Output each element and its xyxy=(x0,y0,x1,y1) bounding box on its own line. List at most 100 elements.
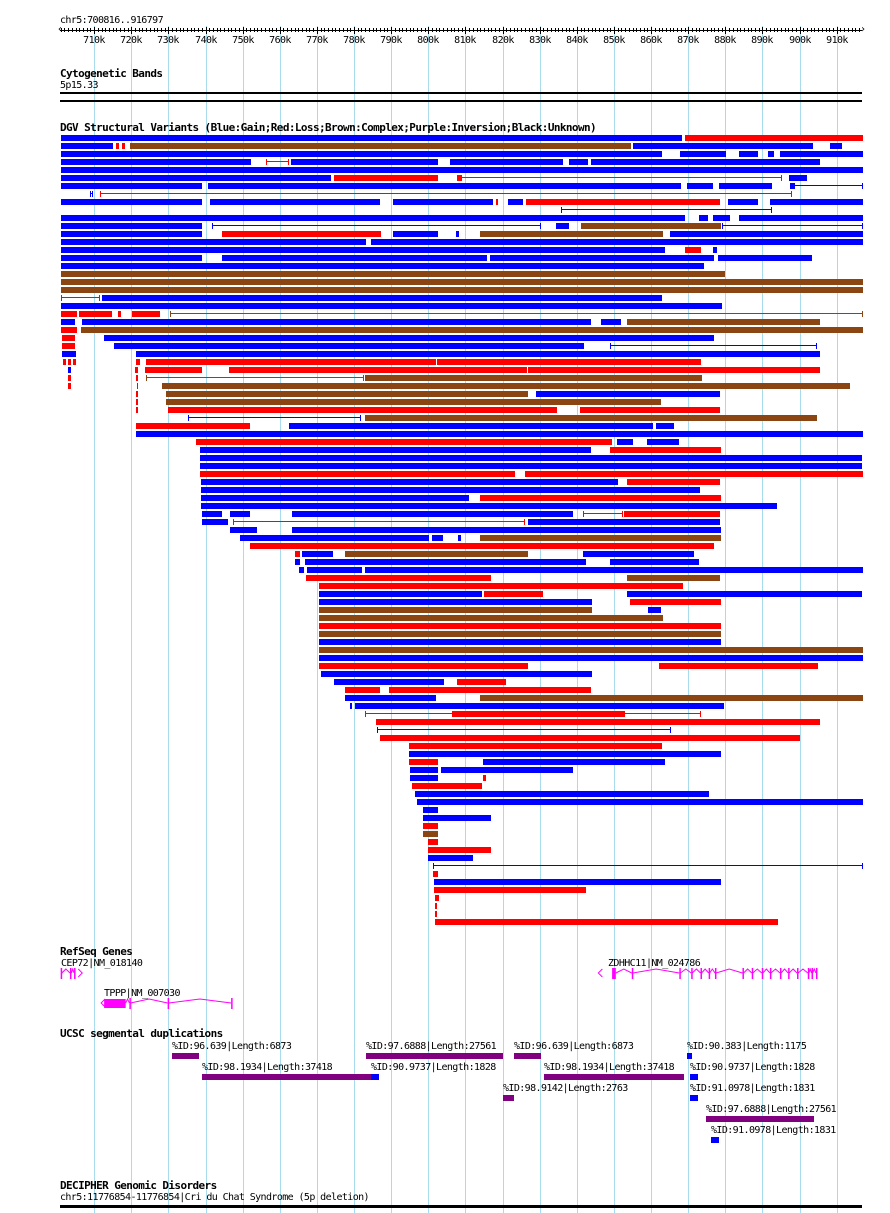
dgv-gain-variant[interactable] xyxy=(292,527,721,533)
dgv-gain-variant[interactable] xyxy=(222,255,487,261)
dgv-loss-variant[interactable] xyxy=(196,439,612,445)
dgv-gain-variant[interactable] xyxy=(569,159,588,165)
dgv-loss-variant[interactable] xyxy=(136,359,140,365)
dgv-gain-variant[interactable] xyxy=(201,479,618,485)
dgv-gain-variant[interactable] xyxy=(410,775,438,781)
segdup-feature[interactable] xyxy=(690,1074,698,1080)
dgv-loss-variant[interactable] xyxy=(68,375,71,381)
dgv-complex-variant[interactable] xyxy=(61,287,863,293)
dgv-gain-variant[interactable] xyxy=(289,423,653,429)
dgv-loss-variant[interactable] xyxy=(61,327,77,333)
dgv-gain-variant[interactable] xyxy=(633,143,813,149)
dgv-gain-variant[interactable] xyxy=(508,199,523,205)
gene-model-zdhhc11[interactable] xyxy=(0,968,890,982)
dgv-gain-variant[interactable] xyxy=(201,495,469,501)
cytoband-track-title[interactable]: Cytogenetic Bands xyxy=(60,67,163,80)
dgv-complex-variant[interactable] xyxy=(81,327,863,333)
dgv-loss-variant[interactable] xyxy=(145,367,202,373)
dgv-gain-variant[interactable] xyxy=(536,391,720,397)
dgv-loss-variant[interactable] xyxy=(135,367,138,373)
dgv-loss-variant[interactable] xyxy=(624,511,720,517)
dgv-loss-variant[interactable] xyxy=(62,335,75,341)
dgv-gain-variant[interactable] xyxy=(230,527,257,533)
dgv-loss-variant[interactable] xyxy=(233,521,525,522)
dgv-gain-variant[interactable] xyxy=(627,591,862,597)
dgv-gain-variant[interactable] xyxy=(428,855,473,861)
dgv-gain-variant[interactable] xyxy=(780,151,863,157)
dgv-gain-variant[interactable] xyxy=(188,417,361,418)
dgv-gain-variant[interactable] xyxy=(355,703,724,709)
dgv-gain-variant[interactable] xyxy=(200,455,862,461)
dgv-loss-variant[interactable] xyxy=(437,359,701,365)
dgv-loss-variant[interactable] xyxy=(409,759,438,765)
segdup-feature[interactable] xyxy=(514,1053,541,1059)
dgv-complex-variant[interactable] xyxy=(319,647,863,653)
dgv-gain-variant[interactable] xyxy=(212,225,541,226)
dgv-gain-variant[interactable] xyxy=(483,759,665,765)
dgv-loss-variant[interactable] xyxy=(319,623,721,629)
dgv-complex-variant[interactable] xyxy=(480,231,663,237)
dgv-loss-variant[interactable] xyxy=(136,399,138,405)
dgv-gain-variant[interactable] xyxy=(210,199,380,205)
dgv-gain-variant[interactable] xyxy=(68,367,71,373)
dgv-gain-variant[interactable] xyxy=(61,175,331,181)
dgv-complex-variant[interactable] xyxy=(365,415,817,421)
dgv-gain-variant[interactable] xyxy=(409,751,721,757)
dgv-gain-variant[interactable] xyxy=(617,439,633,445)
dgv-gain-variant[interactable] xyxy=(490,255,714,261)
dgv-loss-variant[interactable] xyxy=(528,367,820,373)
dgv-complex-variant[interactable] xyxy=(423,831,438,837)
dgv-loss-variant[interactable] xyxy=(452,711,625,717)
dgv-gain-variant[interactable] xyxy=(136,351,820,357)
dgv-complex-variant[interactable] xyxy=(162,383,850,389)
dgv-gain-variant[interactable] xyxy=(302,551,333,557)
dgv-gain-variant[interactable] xyxy=(610,559,699,565)
dgv-gain-variant[interactable] xyxy=(718,255,812,261)
dgv-gain-variant[interactable] xyxy=(830,143,842,149)
dgv-gain-variant[interactable] xyxy=(61,199,202,205)
segdup-track-title[interactable]: UCSC segmental duplications xyxy=(60,1027,223,1040)
dgv-gain-variant[interactable] xyxy=(770,199,863,205)
dgv-loss-variant[interactable] xyxy=(423,823,438,829)
dgv-gain-variant[interactable] xyxy=(61,215,685,221)
dgv-loss-variant[interactable] xyxy=(526,199,720,205)
dgv-gain-variant[interactable] xyxy=(82,319,591,325)
dgv-gain-variant[interactable] xyxy=(201,487,700,493)
dgv-loss-variant[interactable] xyxy=(118,311,121,317)
dgv-gain-variant[interactable] xyxy=(561,209,772,210)
dgv-gain-variant[interactable] xyxy=(790,183,794,189)
dgv-gain-variant[interactable] xyxy=(319,639,721,645)
dgv-gain-variant[interactable] xyxy=(61,263,704,269)
dgv-loss-variant[interactable] xyxy=(79,311,112,317)
dgv-gain-variant[interactable] xyxy=(739,151,758,157)
dgv-complex-variant[interactable] xyxy=(319,607,592,613)
dgv-gain-variant[interactable] xyxy=(739,215,863,221)
dgv-gain-variant[interactable] xyxy=(365,567,863,573)
dgv-loss-variant[interactable] xyxy=(319,663,528,669)
segdup-feature[interactable] xyxy=(687,1053,692,1059)
dgv-loss-variant[interactable] xyxy=(116,143,119,149)
dgv-loss-variant[interactable] xyxy=(409,743,662,749)
dgv-complex-variant[interactable] xyxy=(627,575,720,581)
dgv-loss-variant[interactable] xyxy=(306,575,491,581)
dgv-loss-variant[interactable] xyxy=(484,591,543,597)
dgv-loss-variant[interactable] xyxy=(483,775,486,781)
dgv-gain-variant[interactable] xyxy=(393,231,438,237)
dgv-gain-variant[interactable] xyxy=(61,151,662,157)
dgv-gain-variant[interactable] xyxy=(410,767,438,773)
dgv-gain-variant[interactable] xyxy=(528,519,720,525)
dgv-loss-variant[interactable] xyxy=(496,199,498,205)
dgv-loss-variant[interactable] xyxy=(435,911,437,917)
dgv-loss-variant[interactable] xyxy=(229,367,527,373)
dgv-loss-variant[interactable] xyxy=(319,583,683,589)
dgv-loss-variant[interactable] xyxy=(62,343,75,349)
dgv-gain-variant[interactable] xyxy=(201,503,777,509)
dgv-gain-variant[interactable] xyxy=(136,431,863,437)
dgv-loss-variant[interactable] xyxy=(389,687,591,693)
dgv-loss-variant[interactable] xyxy=(685,135,863,141)
dgv-gain-variant[interactable] xyxy=(556,223,569,229)
dgv-loss-variant[interactable] xyxy=(146,359,436,365)
dgv-complex-variant[interactable] xyxy=(480,695,863,701)
segdup-feature[interactable] xyxy=(503,1095,514,1101)
dgv-gain-variant[interactable] xyxy=(240,535,429,541)
